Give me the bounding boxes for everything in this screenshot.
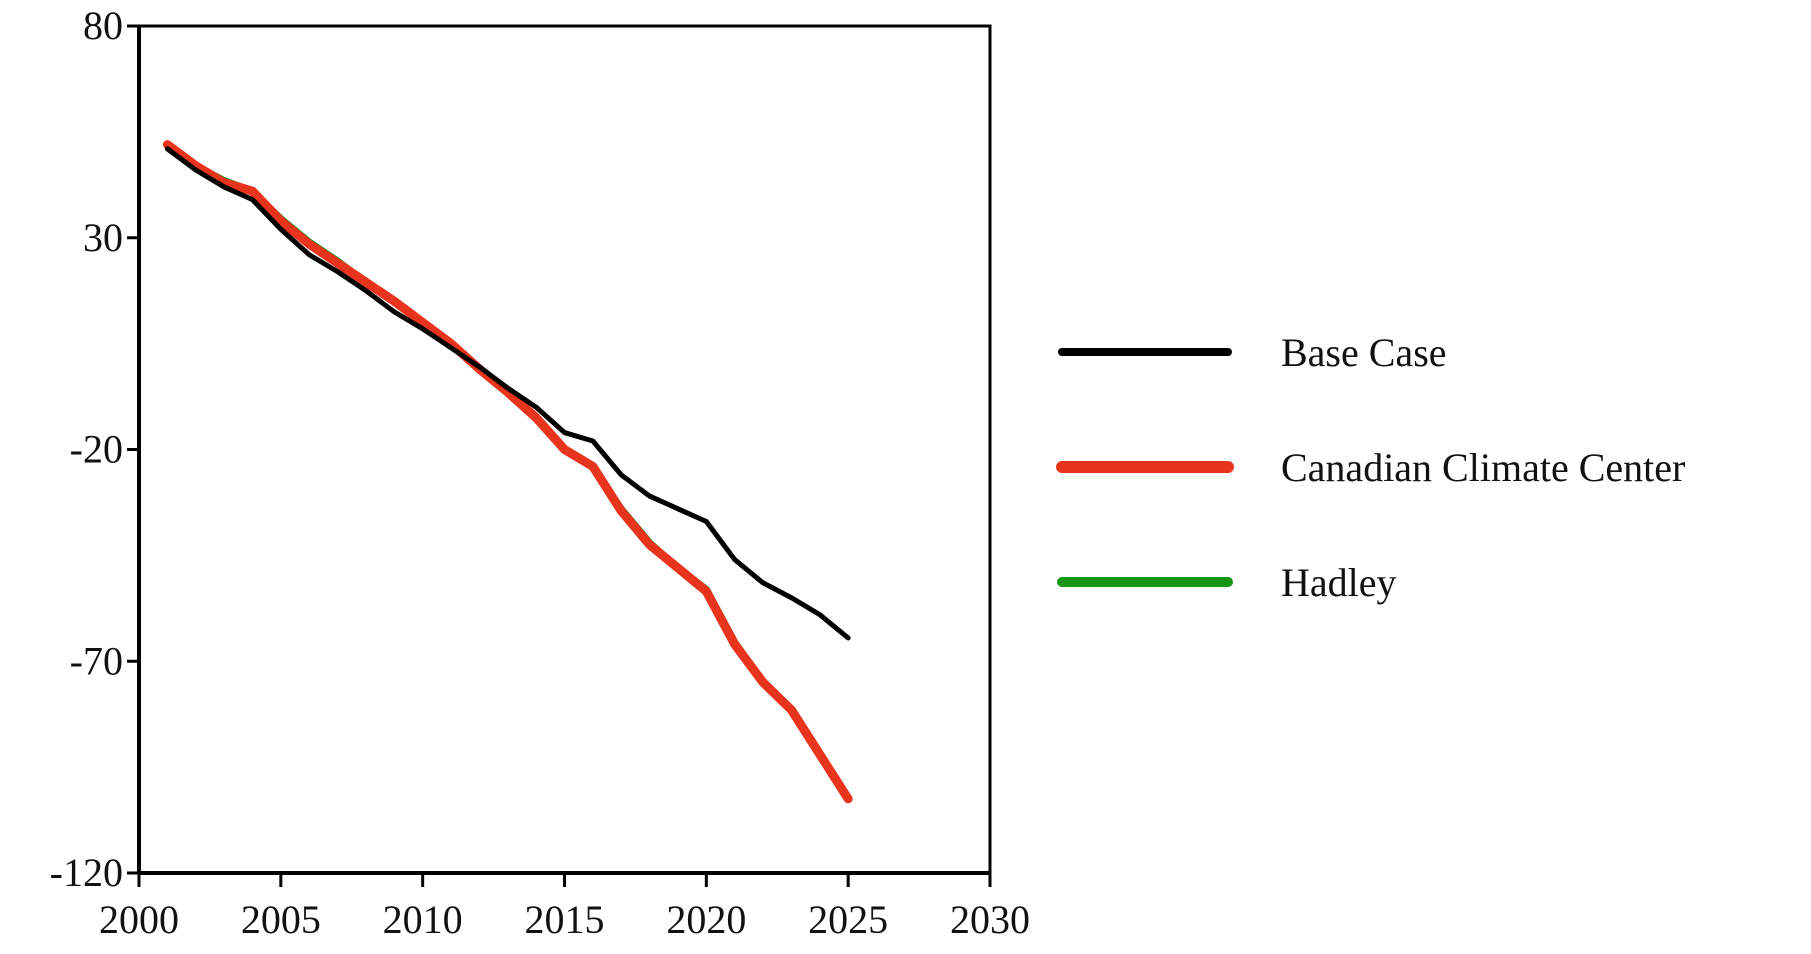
legend-label: Canadian Climate Center bbox=[1281, 445, 1685, 490]
y-tick-label: -20 bbox=[70, 427, 123, 472]
series-line bbox=[164, 146, 851, 641]
x-tick-label: 2005 bbox=[241, 897, 321, 942]
series-line bbox=[163, 141, 852, 803]
x-tick-label: 2030 bbox=[950, 897, 1030, 942]
x-tick-label: 2010 bbox=[383, 897, 463, 942]
y-tick-label: -70 bbox=[70, 638, 123, 683]
legend-label: Hadley bbox=[1281, 560, 1397, 605]
y-tick-label: 30 bbox=[83, 215, 123, 260]
series-line bbox=[162, 140, 853, 804]
x-tick-label: 2000 bbox=[99, 897, 179, 942]
x-tick-label: 2015 bbox=[525, 897, 605, 942]
y-tick-label: 80 bbox=[83, 3, 123, 48]
y-tick-label: -120 bbox=[50, 850, 123, 895]
x-tick-label: 2020 bbox=[666, 897, 746, 942]
x-tick-label: 2025 bbox=[808, 897, 888, 942]
legend-label: Base Case bbox=[1281, 330, 1447, 375]
